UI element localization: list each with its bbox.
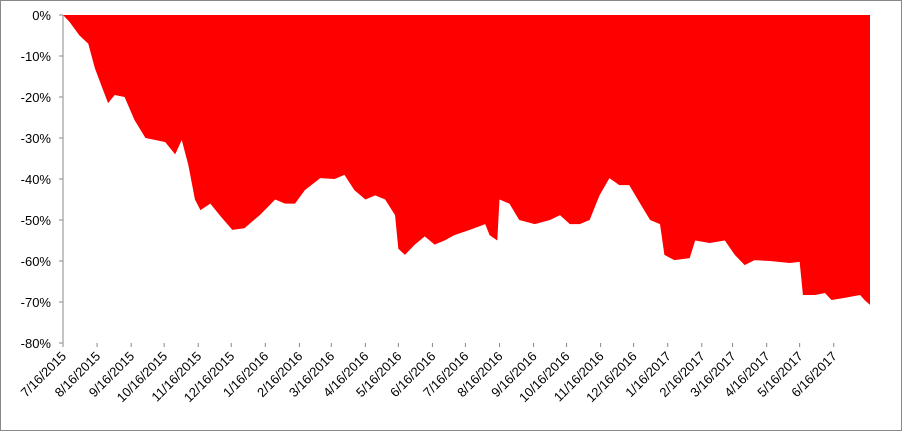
y-tick-label: 0% xyxy=(32,8,51,23)
y-tick-label: -20% xyxy=(21,90,52,105)
y-tick-label: -60% xyxy=(21,254,52,269)
y-tick-label: -50% xyxy=(21,213,52,228)
y-tick-label: -70% xyxy=(21,295,52,310)
y-tick-label: -10% xyxy=(21,49,52,64)
drawdown-area xyxy=(63,15,870,305)
y-tick-label: -40% xyxy=(21,172,52,187)
y-tick-label: -30% xyxy=(21,131,52,146)
y-tick-label: -80% xyxy=(21,336,52,351)
